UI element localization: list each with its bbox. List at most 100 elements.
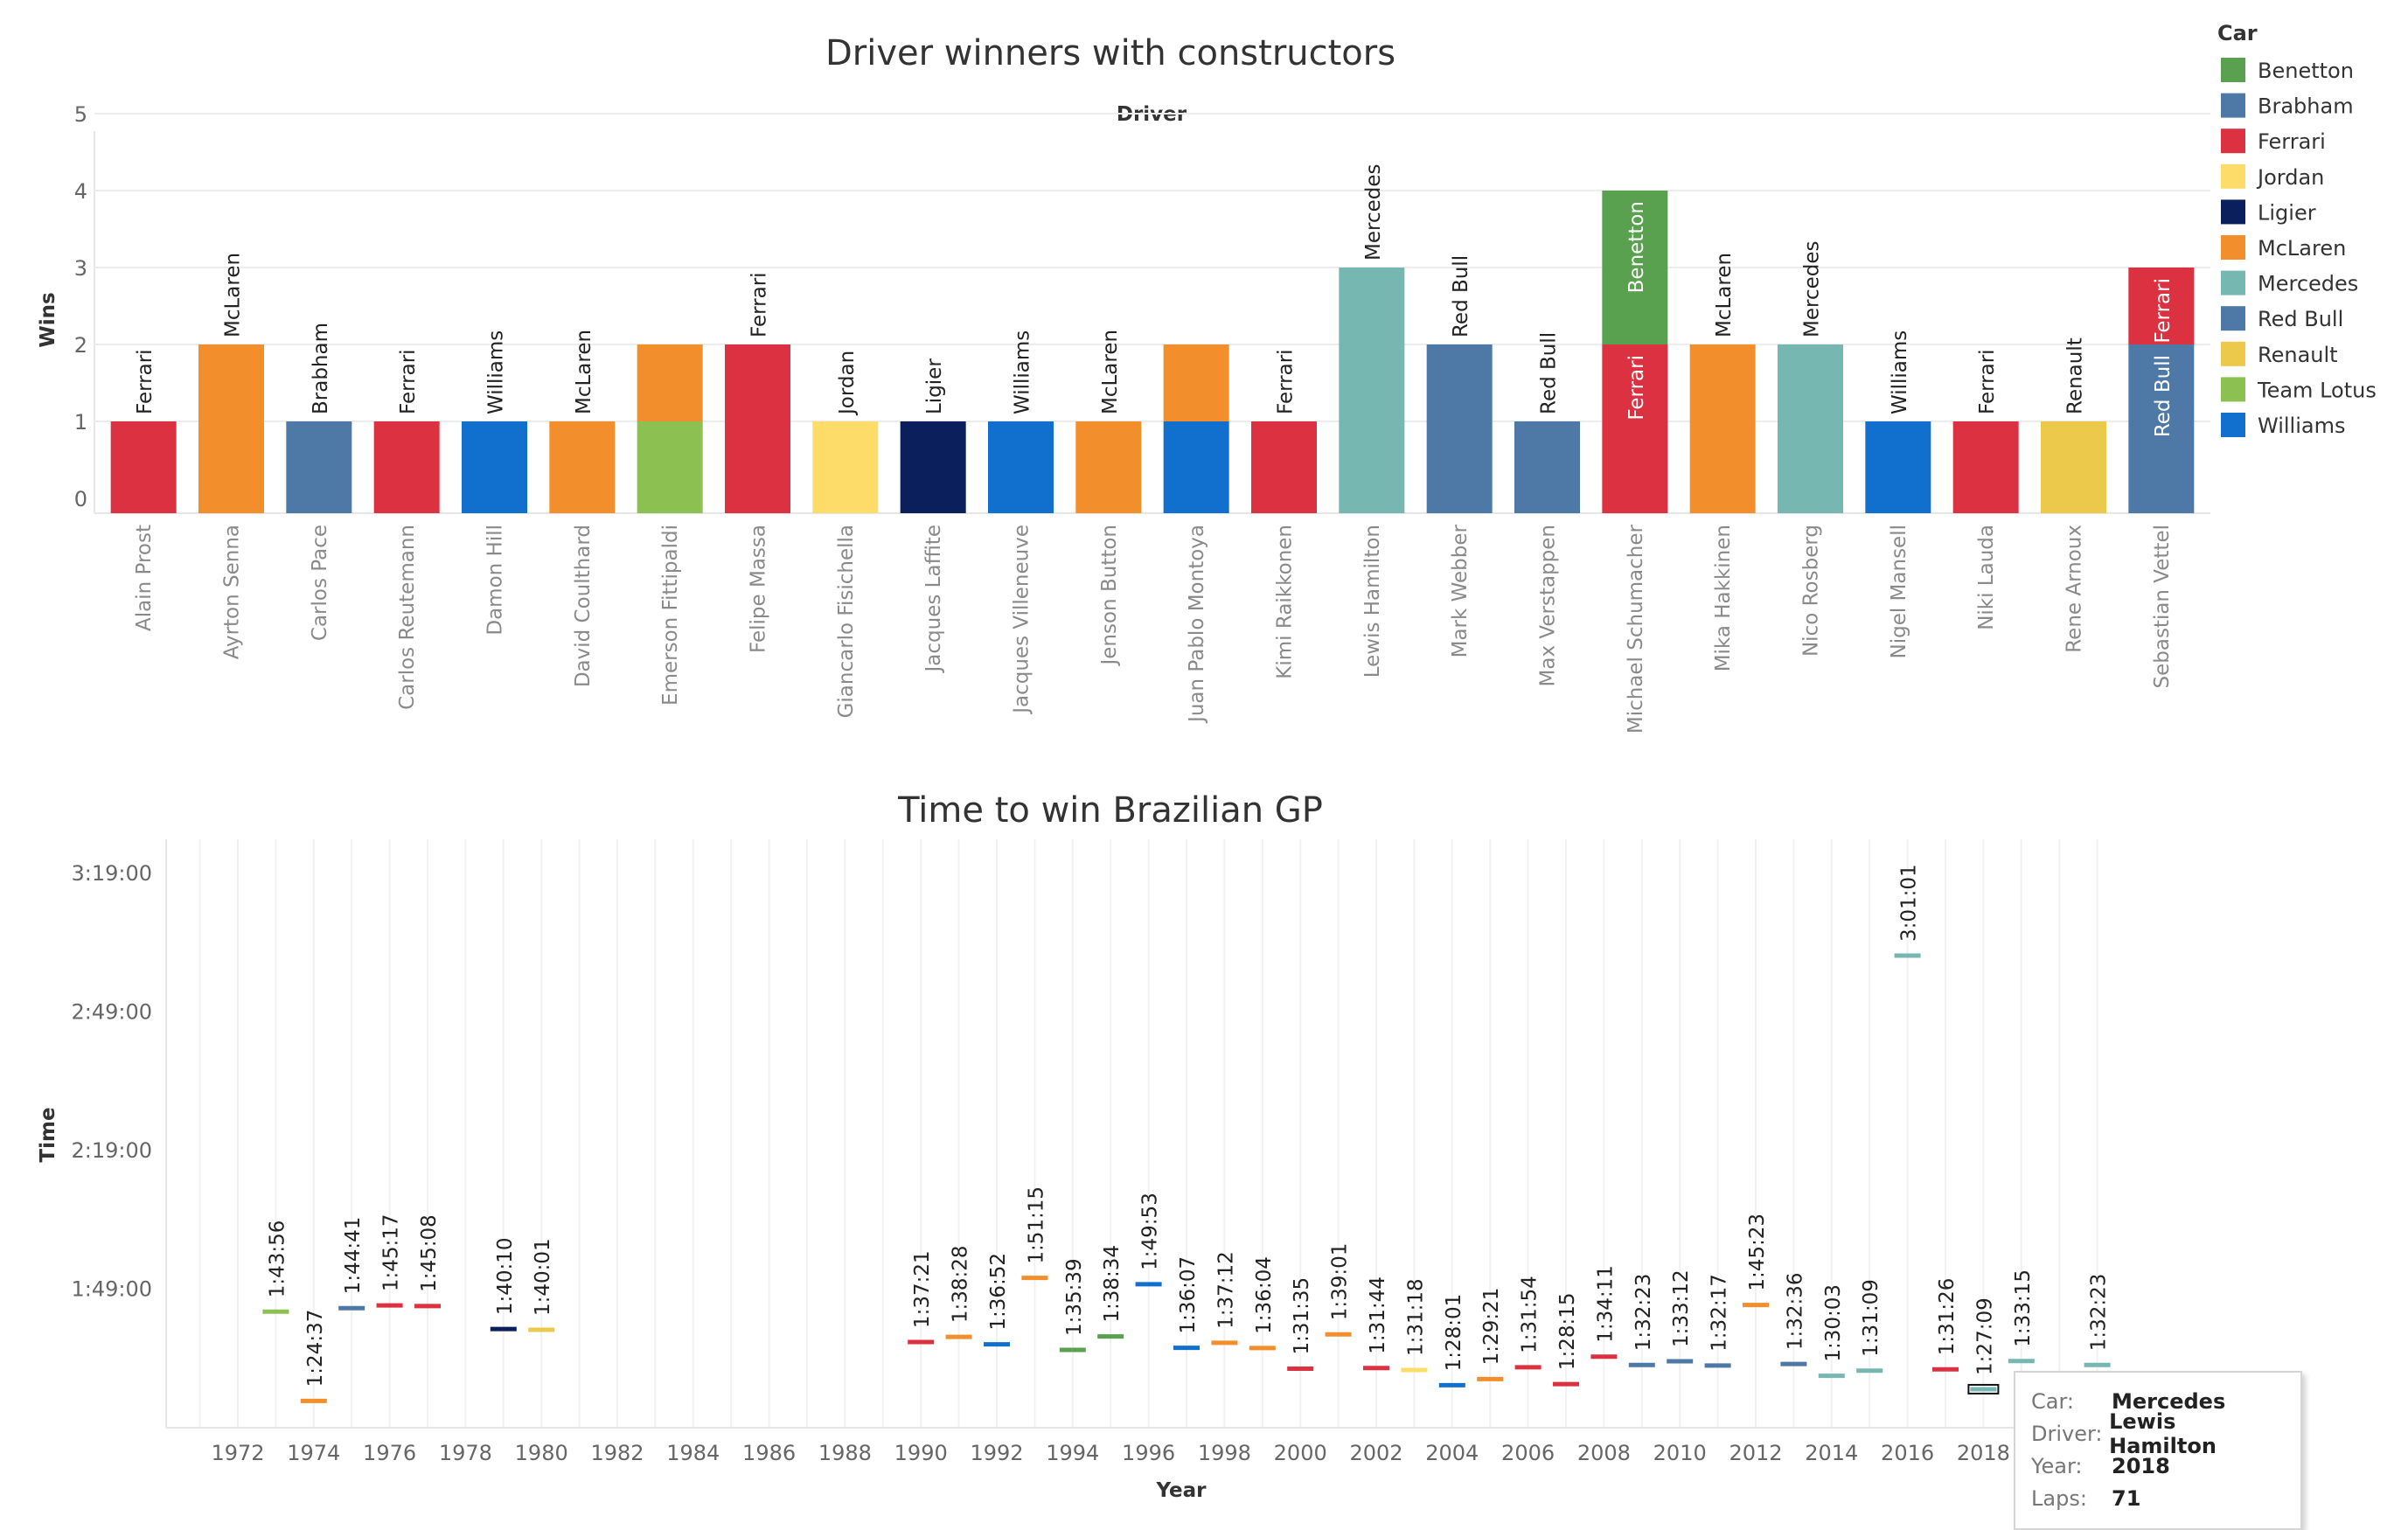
tooltip-year-key: Year:: [2031, 1453, 2083, 1478]
legend-item-mercedes[interactable]: Mercedes: [2221, 270, 2358, 296]
legend-item-red-bull[interactable]: Red Bull: [2221, 306, 2343, 331]
bar-segment-jacques-villeneuve-williams[interactable]: [988, 421, 1054, 513]
time-label-2013: 1:32:36: [1784, 1272, 1806, 1350]
bar-segment-carlos-pace-brabham[interactable]: [286, 421, 352, 513]
time-label-1973: 1:43:56: [266, 1221, 289, 1298]
bar-segment-nigel-mansell-williams[interactable]: [1865, 421, 1931, 513]
bar-label-damon-hill-williams: Williams: [485, 330, 508, 414]
legend-item-renault[interactable]: Renault: [2221, 341, 2338, 367]
time-y-ticks: 1:49:00 2:19:00 2:49:00 3:19:00: [71, 861, 152, 1302]
driver-tick-jacques-villeneuve: Jacques Villeneuve: [1011, 525, 1033, 715]
time-label-2007: 1:28:15: [1556, 1292, 1579, 1370]
bar-segment-jacques-laffite-ligier[interactable]: [900, 421, 966, 513]
bar-y-tick-label: 4: [74, 179, 87, 204]
bar-segment-felipe-massa-ferrari[interactable]: [725, 344, 790, 513]
driver-tick-felipe-massa: Felipe Massa: [748, 525, 770, 653]
legend-swatch-jordan: [2221, 163, 2245, 189]
legend-swatch-mercedes: [2221, 270, 2245, 296]
brazilian-gp-time-chart: Time to win Brazilian GP Time Year 1:49:…: [37, 790, 2203, 1502]
time-label-1992: 1:36:52: [987, 1253, 1010, 1331]
legend-item-ferrari[interactable]: Ferrari: [2221, 129, 2326, 154]
legend-label-jordan: Jordan: [2256, 165, 2324, 190]
bar-segment-rene-arnoux-renault[interactable]: [2041, 421, 2106, 513]
legend-item-ligier[interactable]: Ligier: [2221, 199, 2316, 225]
time-label-1976: 1:45:17: [380, 1214, 403, 1291]
bar-segment-emerson-fittipaldi-team-lotus[interactable]: [637, 421, 703, 513]
tooltip-car-value: Mercedes: [2112, 1388, 2226, 1414]
bar-segment-jenson-button-mclaren[interactable]: [1075, 421, 1142, 513]
legend-item-team-lotus[interactable]: Team Lotus: [2221, 377, 2377, 402]
time-x-tick-label: 1978: [439, 1441, 492, 1465]
time-grid: [165, 839, 2203, 1429]
bar-segment-max-verstappen-red-bull[interactable]: [1514, 421, 1580, 513]
bar-segment-mika-hakkinen-mclaren[interactable]: [1689, 344, 1756, 513]
driver-tick-mark-webber: Mark Webber: [1449, 524, 1472, 657]
time-x-tick-label: 1996: [1122, 1441, 1175, 1465]
bar-segment-kimi-raikkonen-ferrari[interactable]: [1251, 421, 1317, 513]
time-x-tick-label: 1992: [970, 1441, 1023, 1465]
time-label-1993: 1:51:15: [1025, 1186, 1047, 1264]
legend-item-mclaren[interactable]: McLaren: [2221, 235, 2346, 261]
time-label-2016: 3:01:01: [1898, 864, 1921, 942]
time-x-tick-label: 2016: [1881, 1441, 1934, 1465]
tooltip-laps-key: Laps:: [2031, 1485, 2087, 1511]
bar-segment-david-coulthard-mclaren[interactable]: [549, 421, 616, 513]
bar-segment-niki-lauda-ferrari[interactable]: [1952, 421, 2019, 513]
bar-label-michael-schumacher-benetton: Benetton: [1625, 201, 1648, 293]
legend-items: Benetton Brabham Ferrari Jordan Ligier McLare…: [2221, 58, 2377, 438]
legend-label-mclaren: McLaren: [2258, 236, 2346, 261]
bar-segment-juan-pablo-montoya-mclaren[interactable]: [1163, 344, 1229, 421]
time-x-tick-label: 2004: [1425, 1441, 1479, 1465]
driver-tick-lewis-hamilton: Lewis Hamilton: [1361, 525, 1384, 678]
time-x-ticks: 1972 1974 1976 1978 1980 1982 1984 1986 1988 1990…: [211, 1441, 2009, 1465]
time-label-2011: 1:32:17: [1709, 1274, 1731, 1352]
legend-item-brabham[interactable]: Brabham: [2221, 93, 2354, 119]
bar-segment-juan-pablo-montoya-williams[interactable]: [1163, 421, 1229, 513]
bar-segment-carlos-reutemann-ferrari[interactable]: [373, 421, 440, 513]
time-label-1996: 1:49:53: [1139, 1193, 1162, 1270]
bar-segment-mark-webber-red-bull[interactable]: [1426, 344, 1493, 513]
time-label-2008: 1:34:11: [1594, 1265, 1617, 1343]
bar-segment-lewis-hamilton-mercedes[interactable]: [1339, 268, 1405, 513]
time-x-tick-label: 1974: [287, 1441, 340, 1465]
time-label-2004: 1:28:01: [1443, 1294, 1465, 1372]
bar-y-tick-label: 1: [74, 410, 87, 435]
driver-tick-jacques-laffite: Jacques Laffite: [922, 525, 945, 673]
legend-item-jordan[interactable]: Jordan: [2221, 163, 2324, 190]
time-x-tick-label: 1984: [666, 1441, 720, 1465]
tooltip-row-driver: Driver: Lewis Hamilton: [2031, 1409, 2285, 1458]
time-x-tick-label: 1976: [363, 1441, 416, 1465]
legend-item-benetton[interactable]: Benetton: [2221, 58, 2354, 83]
legend-swatch-benetton: [2221, 58, 2245, 82]
bar-segment-sebastian-vettel-ferrari[interactable]: [2128, 268, 2195, 344]
bar-segment-michael-schumacher-benetton[interactable]: [1602, 191, 1668, 344]
bar-label-lewis-hamilton-mercedes: Mercedes: [1362, 164, 1385, 261]
bar-label-rene-arnoux-renault: Renault: [2064, 337, 2087, 414]
bar-segment-sebastian-vettel-red-bull[interactable]: [2128, 344, 2195, 513]
time-x-tick-label: 1994: [1046, 1441, 1099, 1465]
time-label-1997: 1:36:07: [1177, 1256, 1200, 1334]
bar-segment-alain-prost-ferrari[interactable]: [110, 421, 177, 513]
time-label-1977: 1:45:08: [418, 1214, 441, 1292]
time-label-2003: 1:31:18: [1404, 1278, 1427, 1356]
bar-segment-michael-schumacher-ferrari[interactable]: [1602, 344, 1668, 513]
time-x-tick-label: 1990: [894, 1441, 948, 1465]
bar-segment-nico-rosberg-mercedes[interactable]: [1778, 344, 1843, 513]
time-x-tick-label: 1972: [211, 1441, 264, 1465]
bar-segment-giancarlo-fisichella-jordan[interactable]: [812, 421, 879, 513]
tooltip-driver-key: Driver:: [2031, 1421, 2103, 1446]
time-label-2015: 1:31:09: [1860, 1279, 1883, 1357]
bar-marks: Ferrari McLaren Brabham Ferrari Williams McLa…: [110, 164, 2195, 513]
driver-tick-sebastian-vettel: Sebastian Vettel: [2151, 525, 2174, 689]
tooltip-row-laps: Laps: 71: [2031, 1482, 2285, 1514]
bar-segment-ayrton-senna-mclaren[interactable]: [198, 344, 264, 513]
bar-segment-emerson-fittipaldi-mclaren[interactable]: [637, 344, 703, 421]
time-label-2002: 1:31:44: [1367, 1276, 1389, 1354]
tooltip-laps-value: 71: [2112, 1485, 2141, 1511]
bar-label-ayrton-senna-mclaren: McLaren: [222, 253, 245, 337]
driver-tick-emerson-fittipaldi: Emerson Fittipaldi: [659, 525, 682, 706]
bar-segment-damon-hill-williams[interactable]: [462, 421, 527, 513]
legend-item-williams[interactable]: Williams: [2221, 413, 2345, 438]
driver-tick-niki-lauda: Niki Lauda: [1975, 525, 1998, 630]
